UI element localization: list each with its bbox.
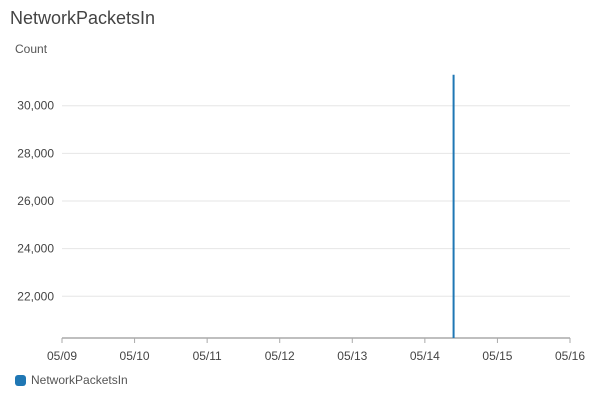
x-tick-label: 05/16	[555, 349, 585, 363]
legend-swatch	[15, 374, 26, 386]
grid-lines	[62, 105, 570, 297]
y-tick-label: 22,000	[17, 289, 54, 303]
y-tick-label: 30,000	[17, 99, 54, 113]
y-tick-label: 24,000	[17, 242, 54, 256]
x-tick-label: 05/09	[47, 349, 77, 363]
y-tick-label: 28,000	[17, 146, 54, 160]
y-tick-label: 26,000	[17, 194, 54, 208]
y-tick-labels: 22,000 24,000 26,000 28,000 30,000	[17, 99, 54, 304]
y-axis-label: Count	[15, 42, 48, 56]
x-tick-label: 05/15	[482, 349, 512, 363]
x-tick-label: 05/13	[337, 349, 367, 363]
x-tick-label: 05/12	[265, 349, 295, 363]
x-tick-label: 05/10	[120, 349, 150, 363]
x-tick-label: 05/14	[410, 349, 440, 363]
legend[interactable]: NetworkPacketsIn	[15, 373, 128, 387]
x-tick-label: 05/11	[193, 349, 222, 363]
x-tick-labels: 05/09 05/10 05/11 05/12 05/13 05/14 05/15 05/16	[47, 349, 585, 363]
x-axis	[61, 337, 571, 343]
chart-title: NetworkPacketsIn	[10, 8, 156, 28]
legend-label: NetworkPacketsIn	[31, 373, 128, 387]
